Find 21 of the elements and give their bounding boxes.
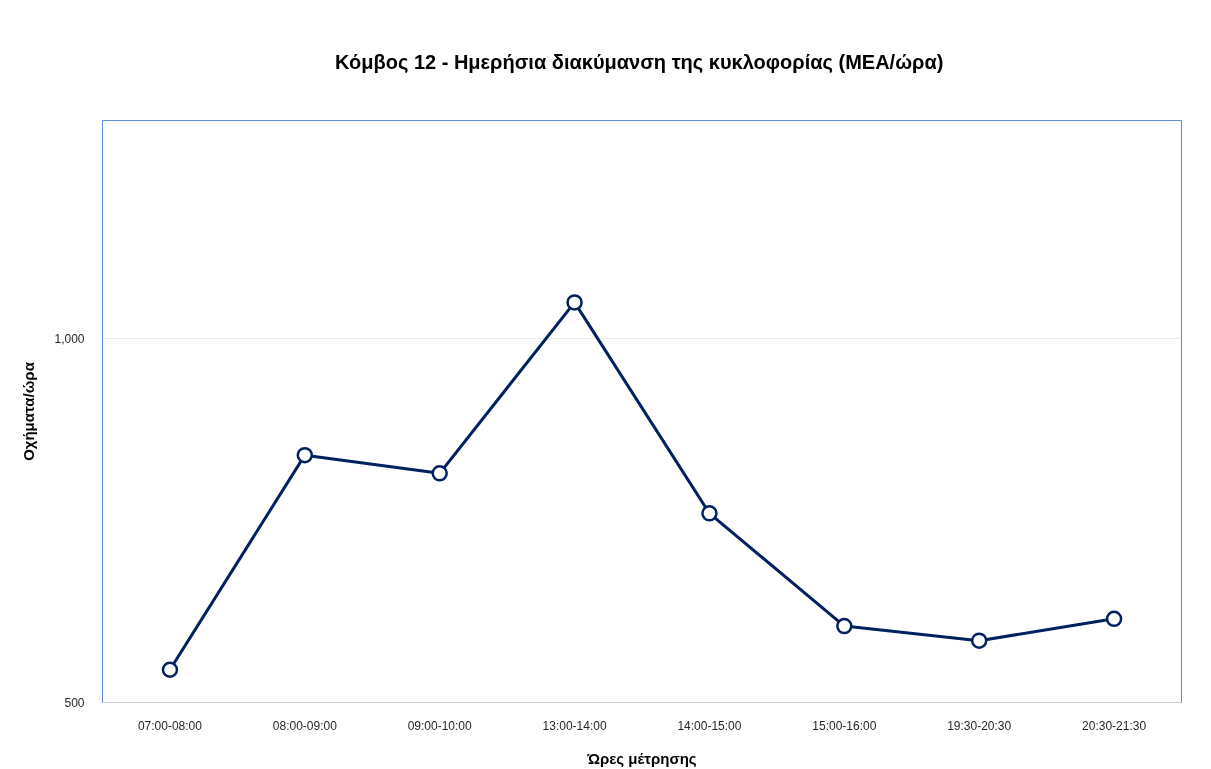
point — [836, 617, 853, 635]
x-tick-label: 13:00-14:00 — [542, 718, 607, 733]
point — [566, 294, 583, 311]
point — [970, 632, 988, 649]
x-tick-label: 09:00-10:00 — [407, 718, 473, 733]
point — [1105, 610, 1123, 628]
x-tick-label: 19:30-20:30 — [947, 718, 1012, 733]
x-tick-label: 14:00-15:00 — [677, 718, 742, 733]
y-axis-title: Οχήματα/ώρα — [20, 361, 38, 461]
point — [296, 446, 314, 464]
point — [701, 505, 718, 522]
y-tick-label: 1,000 — [54, 332, 85, 347]
x-tick-label: 08:00-09:00 — [272, 718, 338, 733]
x-tick-label: 20:30-21:30 — [1082, 718, 1147, 733]
point — [161, 661, 179, 678]
x-axis-title: Ώρες μέτρησης — [586, 749, 697, 767]
x-tick-label: 07:00-08:00 — [137, 718, 203, 733]
y-tick-label: 500 — [64, 696, 85, 710]
x-tick-label: 15:00-16:00 — [812, 718, 877, 733]
point — [431, 465, 448, 482]
chart-title: Κόμβος 12 - Ημερήσια διακύμανση της κυκλοφορίας (ΜΕΑ/ώρα) — [335, 50, 944, 73]
